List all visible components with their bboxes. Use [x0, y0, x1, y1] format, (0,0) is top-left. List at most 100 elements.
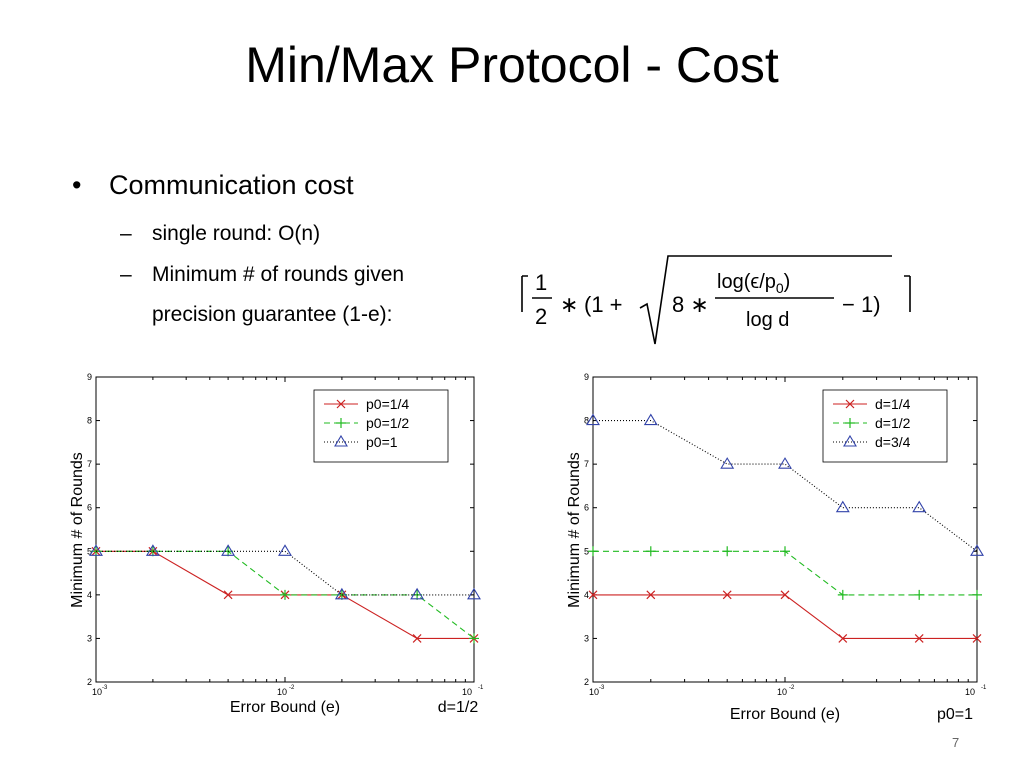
- legend-label: d=3/4: [875, 434, 911, 450]
- legend-marker: [843, 434, 857, 447]
- eight-times: 8 ∗: [672, 292, 709, 317]
- bullet-marker: •: [72, 170, 82, 200]
- x-axis-label: Error Bound (e): [230, 699, 340, 716]
- legend-marker: [334, 434, 348, 447]
- y-tick-label: 2: [87, 677, 92, 687]
- x-tick-exponent: -1: [478, 685, 484, 691]
- legend-marker: [845, 399, 855, 409]
- y-axis-label: Minimum # of Rounds: [566, 452, 583, 608]
- y-tick-label: 5: [87, 546, 92, 556]
- chart-annotation: d=1/2: [438, 699, 479, 716]
- legend-marker: [845, 418, 855, 428]
- times-sign: ∗: [560, 292, 578, 317]
- rounds-formula: 1 2 ∗ (1 + 8 ∗ log(ϵ/p0) log d − 1): [521, 255, 911, 345]
- x-tick-label: 10: [277, 687, 287, 697]
- data-point: [145, 544, 160, 556]
- data-point: [970, 544, 984, 556]
- series-line: [593, 420, 978, 552]
- sub-bullet-marker: –: [120, 263, 132, 286]
- half-numerator: 1: [535, 270, 547, 295]
- x-tick-exponent: -3: [102, 685, 108, 691]
- x-axis-label: Error Bound (e): [730, 706, 840, 723]
- x-tick-label: 10: [965, 687, 975, 697]
- data-point: [972, 589, 982, 600]
- series-1: [588, 546, 982, 600]
- data-point: [778, 457, 792, 469]
- data-point: [912, 500, 927, 513]
- y-tick-label: 4: [87, 590, 92, 600]
- series-0: [588, 590, 982, 643]
- legend-marker: [336, 418, 346, 428]
- slide-title: Min/Max Protocol - Cost: [245, 37, 779, 93]
- data-point: [646, 590, 656, 600]
- data-point: [838, 634, 848, 643]
- y-tick-label: 6: [87, 503, 92, 513]
- data-point: [89, 544, 103, 556]
- y-tick-label: 7: [87, 459, 92, 469]
- open-paren-one-plus: (1 +: [584, 292, 623, 317]
- y-axis-label: Minimum # of Rounds: [69, 452, 86, 608]
- data-point: [722, 590, 732, 600]
- data-point: [914, 589, 925, 600]
- y-tick-label: 3: [584, 633, 589, 643]
- data-point: [278, 544, 292, 556]
- log-numerator: log(ϵ/p: [717, 271, 776, 293]
- x-tick-label: 10: [462, 687, 472, 697]
- x-tick-exponent: -2: [789, 685, 795, 691]
- log-denominator: log d: [746, 309, 789, 331]
- x-tick-exponent: -3: [599, 685, 605, 691]
- data-point: [410, 587, 425, 600]
- sub-bullet-text: Minimum # of rounds given: [152, 263, 405, 286]
- y-tick-label: 6: [584, 503, 589, 513]
- y-tick-label: 8: [87, 416, 92, 426]
- data-point: [780, 590, 790, 600]
- data-point: [467, 587, 481, 600]
- data-point: [586, 413, 600, 426]
- x-tick-label: 10: [777, 687, 787, 697]
- data-point: [412, 634, 422, 643]
- legend-label: p0=1/4: [366, 396, 409, 412]
- legend-label: d=1/2: [875, 415, 911, 431]
- svg-text:log(ϵ/p0): log(ϵ/p0): [717, 271, 790, 296]
- y-tick-label: 4: [584, 590, 589, 600]
- legend-label: p0=1/2: [366, 415, 409, 431]
- y-tick-label: 5: [584, 546, 589, 556]
- legend-box: [822, 389, 948, 463]
- data-point: [221, 544, 236, 556]
- numerator-subscript: 0: [776, 280, 784, 296]
- data-point: [720, 457, 735, 469]
- numerator-close: ): [784, 271, 791, 293]
- data-point: [643, 413, 658, 426]
- data-point: [223, 590, 233, 600]
- data-point: [972, 634, 982, 643]
- data-point: [914, 634, 924, 643]
- sub-bullet-text: precision guarantee (1-e):: [152, 303, 393, 326]
- data-point: [469, 633, 479, 644]
- legend-marker: [336, 399, 346, 409]
- legend-label: d=1/4: [875, 396, 911, 412]
- data-point: [722, 546, 733, 557]
- bullet-text: Communication cost: [109, 170, 354, 200]
- x-tick-exponent: -2: [289, 685, 295, 691]
- data-point: [588, 546, 598, 557]
- chart-annotation: p0=1: [937, 706, 973, 723]
- x-tick-label: 10: [92, 687, 102, 697]
- y-tick-label: 8: [584, 416, 589, 426]
- legend-box: [313, 389, 449, 463]
- data-point: [780, 546, 790, 557]
- x-tick-label: 10: [589, 687, 599, 697]
- sub-bullet-marker: –: [120, 222, 132, 245]
- y-tick-label: 2: [584, 677, 589, 687]
- minus-one-close: − 1): [842, 292, 881, 317]
- data-point: [280, 589, 290, 600]
- data-point: [645, 546, 656, 557]
- y-tick-label: 9: [87, 372, 92, 382]
- sub-bullet-text: single round: O(n): [152, 222, 321, 245]
- data-point: [835, 500, 850, 513]
- data-point: [837, 589, 848, 600]
- half-denominator: 2: [535, 304, 547, 329]
- y-tick-label: 9: [584, 372, 589, 382]
- page-number: 7: [952, 735, 960, 750]
